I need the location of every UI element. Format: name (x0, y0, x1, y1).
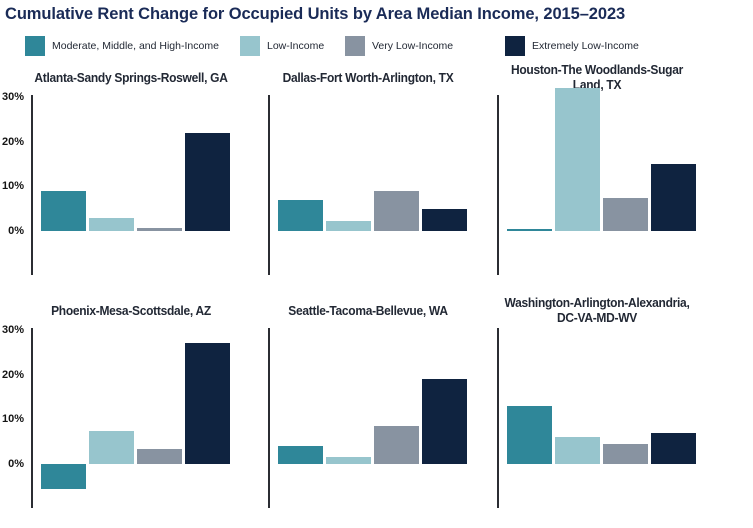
extremely-low-income-bar (185, 343, 230, 464)
y-axis-line (497, 95, 499, 275)
moderate-middle-high-income-bar (278, 199, 323, 231)
y-axis-labels (468, 95, 493, 275)
very-low-income-bar (374, 190, 419, 231)
plot-area (268, 95, 469, 275)
extremely-low-income-bar (422, 379, 467, 464)
extremely-low-income-bar (422, 208, 467, 231)
chart-title-atlanta: Atlanta-Sandy Springs-Roswell, GA (34, 70, 228, 85)
plot-area (31, 95, 232, 275)
low-income-bar (89, 217, 134, 231)
y-axis-labels (239, 95, 264, 275)
moderate-middle-high-income-bar (41, 190, 86, 231)
y-axis-line (268, 95, 270, 275)
legend-label: Low-Income (267, 40, 325, 52)
chart-houston: Houston-The Woodlands-Sugar Land, TX (468, 62, 699, 277)
low-income-bar (326, 220, 371, 231)
moderate-middle-high-income-bar (41, 464, 86, 489)
chart-washington: Washington-Arlington-Alexandria, DC-VA-M… (468, 295, 699, 510)
y-axis-tick: 0% (8, 225, 24, 237)
legend-item-extremely-low-income: Extremely Low-Income (505, 36, 639, 56)
figure-title: Cumulative Rent Change for Occupied Unit… (5, 5, 626, 23)
y-axis-tick: 0% (8, 458, 24, 470)
low-income-bar (326, 456, 371, 464)
legend: Moderate, Middle, and High-Income Low-In… (0, 36, 753, 56)
y-axis-line (31, 95, 33, 275)
y-axis-labels: 30% 20% 10% 0% (1, 324, 27, 508)
y-axis-tick: 30% (1, 91, 24, 103)
legend-item-low-income: Low-Income (240, 36, 324, 56)
moderate-middle-high-income-bar (507, 229, 552, 231)
extremely-low-income-bar (185, 132, 230, 231)
y-axis-labels (468, 328, 493, 508)
y-axis-line (268, 328, 270, 508)
chart-seattle: Seattle-Tacoma-Bellevue, WA (239, 295, 470, 510)
y-axis-tick: 20% (1, 368, 24, 381)
legend-label: Very Low-Income (372, 40, 454, 52)
plot-area (497, 328, 698, 508)
y-axis-line (497, 328, 499, 508)
extremely-low-income-bar (651, 432, 696, 464)
plot-area (31, 328, 232, 508)
moderate-middle-high-income-bar (507, 405, 552, 464)
y-axis-tick: 10% (1, 413, 24, 426)
moderate-middle-high-income-bar (278, 446, 323, 464)
legend-item-moderate-middle-high-income: Moderate, Middle, and High-Income (25, 36, 219, 56)
low-income-bar (89, 430, 134, 464)
chart-phoenix: Phoenix-Mesa-Scottsdale, AZ 30% 20% 10% 0% (2, 295, 233, 510)
legend-swatch-moderate-middle-high-income (25, 36, 45, 56)
y-axis-tick: 20% (1, 135, 24, 148)
low-income-bar (555, 437, 600, 464)
very-low-income-bar (603, 197, 648, 231)
chart-dallas: Dallas-Fort Worth-Arlington, TX (239, 62, 470, 277)
very-low-income-bar (603, 443, 648, 464)
chart-title-seattle: Seattle-Tacoma-Bellevue, WA (288, 303, 448, 318)
legend-swatch-extremely-low-income (505, 36, 525, 56)
legend-label: Moderate, Middle, and High-Income (52, 40, 219, 52)
y-axis-labels: 30% 20% 10% 0% (1, 91, 27, 275)
very-low-income-bar (137, 227, 182, 231)
legend-label: Extremely Low-Income (532, 40, 639, 52)
very-low-income-bar (137, 449, 182, 464)
legend-item-very-low-income: Very Low-Income (345, 36, 453, 56)
legend-swatch-low-income (240, 36, 260, 56)
chart-title-dallas: Dallas-Fort Worth-Arlington, TX (282, 70, 454, 85)
plot-area (497, 88, 698, 275)
legend-swatch-very-low-income (345, 36, 365, 56)
chart-title-phoenix: Phoenix-Mesa-Scottsdale, AZ (51, 303, 211, 318)
extremely-low-income-bar (651, 164, 696, 231)
y-axis-line (31, 328, 33, 508)
very-low-income-bar (374, 426, 419, 464)
y-axis-tick: 30% (1, 324, 24, 336)
y-axis-tick: 10% (1, 180, 24, 193)
chart-title-washington: Washington-Arlington-Alexandria, DC-VA-M… (504, 296, 690, 325)
y-axis-labels (239, 328, 264, 508)
plot-area (268, 328, 469, 508)
chart-atlanta: Atlanta-Sandy Springs-Roswell, GA 30% 20%… (2, 62, 233, 277)
low-income-bar (555, 88, 600, 231)
